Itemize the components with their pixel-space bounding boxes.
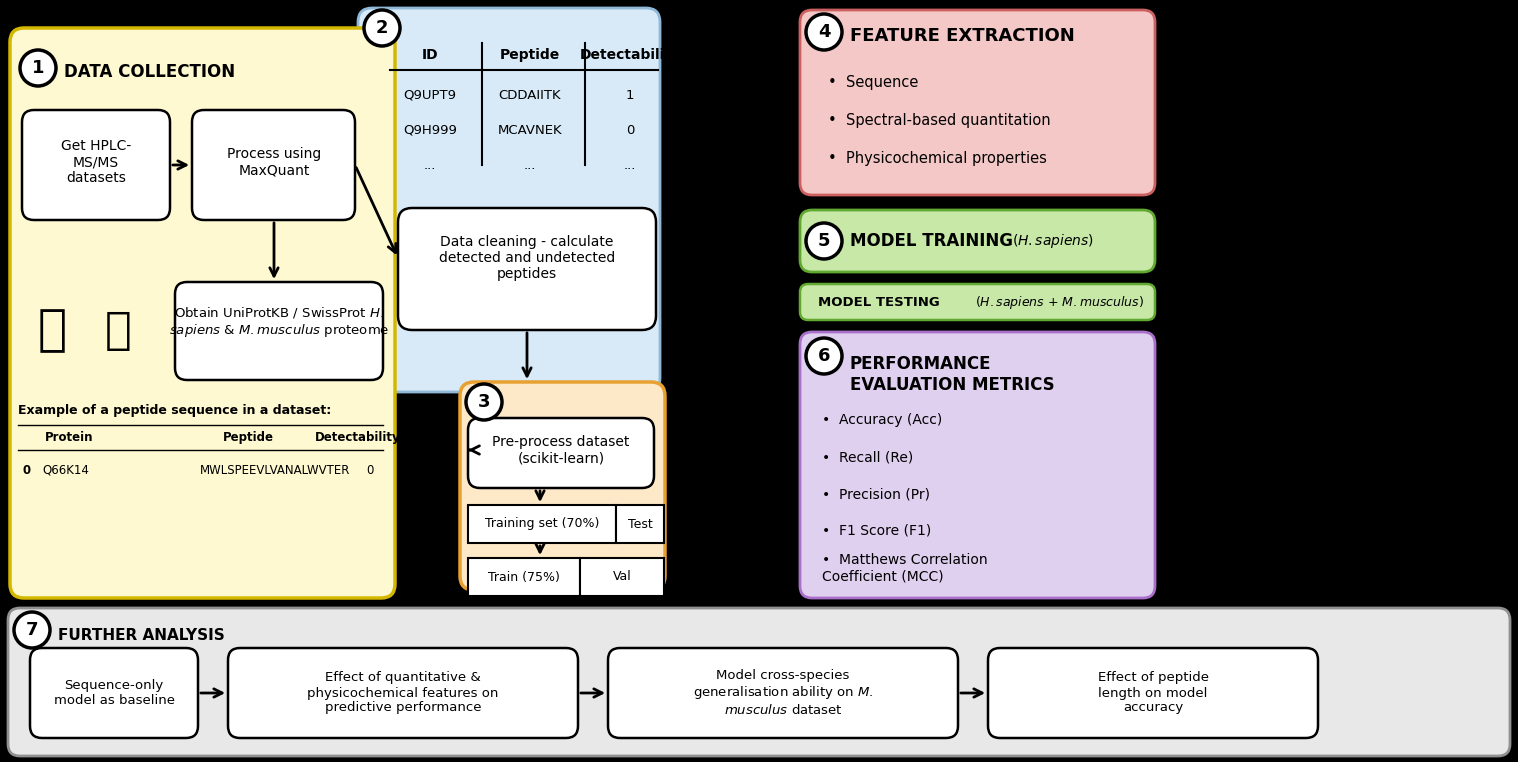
Text: Q9H999: Q9H999 [404, 123, 457, 136]
Text: 0: 0 [625, 123, 635, 136]
FancyBboxPatch shape [11, 28, 395, 598]
Text: Detectability: Detectability [580, 48, 680, 62]
FancyBboxPatch shape [800, 332, 1155, 598]
Text: Process using
MaxQuant: Process using MaxQuant [226, 147, 322, 177]
FancyBboxPatch shape [800, 210, 1155, 272]
Text: 6: 6 [818, 347, 830, 365]
Text: Effect of peptide
length on model
accuracy: Effect of peptide length on model accura… [1098, 671, 1208, 715]
Text: Detectability: Detectability [316, 431, 401, 443]
Text: •  Precision (Pr): • Precision (Pr) [823, 487, 931, 501]
Text: Q9UPT9: Q9UPT9 [404, 88, 457, 101]
Text: MODEL TRAINING: MODEL TRAINING [850, 232, 1013, 250]
Bar [468, 505, 616, 543]
FancyBboxPatch shape [191, 110, 355, 220]
Circle shape [466, 384, 502, 420]
Text: FEATURE EXTRACTION: FEATURE EXTRACTION [850, 27, 1075, 45]
Text: 1: 1 [625, 88, 635, 101]
Text: ID: ID [422, 48, 439, 62]
Text: Example of a peptide sequence in a dataset:: Example of a peptide sequence in a datas… [18, 404, 331, 417]
Text: Test: Test [627, 517, 653, 530]
Text: 5: 5 [818, 232, 830, 250]
Text: 0: 0 [366, 463, 373, 476]
Circle shape [364, 10, 401, 46]
FancyBboxPatch shape [398, 208, 656, 330]
Text: ...: ... [424, 158, 436, 171]
Text: Val: Val [613, 571, 631, 584]
FancyBboxPatch shape [609, 648, 958, 738]
Text: FURTHER ANALYSIS: FURTHER ANALYSIS [58, 627, 225, 642]
Text: •  Physicochemical properties: • Physicochemical properties [827, 151, 1047, 165]
Text: 7: 7 [26, 621, 38, 639]
FancyBboxPatch shape [468, 418, 654, 488]
Text: Model cross-species
generalisation ability on $\it{M.}$
$\it{musculus}$ dataset: Model cross-species generalisation abili… [692, 669, 873, 717]
Text: MCAVNEK: MCAVNEK [498, 123, 562, 136]
Circle shape [806, 338, 842, 374]
Bar [616, 505, 663, 543]
FancyBboxPatch shape [30, 648, 197, 738]
Text: Q66K14: Q66K14 [43, 463, 90, 476]
Bar [468, 558, 580, 596]
Text: Peptide: Peptide [223, 431, 273, 443]
Text: Train (75%): Train (75%) [489, 571, 560, 584]
Text: ($\it{H. sapiens}$): ($\it{H. sapiens}$) [1013, 232, 1094, 250]
Circle shape [806, 14, 842, 50]
Text: DATA COLLECTION: DATA COLLECTION [64, 63, 235, 81]
Text: ...: ... [524, 158, 536, 171]
Text: 0: 0 [21, 463, 30, 476]
Text: •  Sequence: • Sequence [827, 75, 918, 89]
Text: MODEL TESTING: MODEL TESTING [818, 296, 940, 309]
Text: 👤: 👤 [38, 306, 67, 354]
Circle shape [20, 50, 56, 86]
Circle shape [806, 223, 842, 259]
FancyBboxPatch shape [800, 10, 1155, 195]
Text: ...: ... [624, 158, 636, 171]
FancyBboxPatch shape [988, 648, 1318, 738]
FancyBboxPatch shape [8, 608, 1510, 756]
Text: PERFORMANCE
EVALUATION METRICS: PERFORMANCE EVALUATION METRICS [850, 355, 1055, 394]
Circle shape [14, 612, 50, 648]
Text: Obtain UniProtKB / SwissProt $\it{H.}$
$\it{sapiens}$ & $\it{M. musculus}$ prote: Obtain UniProtKB / SwissProt $\it{H.}$ $… [168, 305, 389, 339]
Text: Pre-process dataset
(scikit-learn): Pre-process dataset (scikit-learn) [492, 435, 630, 465]
Text: Effect of quantitative &
physicochemical features on
predictive performance: Effect of quantitative & physicochemical… [307, 671, 499, 715]
Text: Get HPLC-
MS/MS
datasets: Get HPLC- MS/MS datasets [61, 139, 131, 185]
Text: Protein: Protein [46, 431, 94, 443]
Text: •  Accuracy (Acc): • Accuracy (Acc) [823, 413, 943, 427]
Text: Training set (70%): Training set (70%) [484, 517, 600, 530]
FancyBboxPatch shape [175, 282, 383, 380]
Text: •  F1 Score (F1): • F1 Score (F1) [823, 524, 931, 538]
Text: Data cleaning - calculate
detected and undetected
peptides: Data cleaning - calculate detected and u… [439, 235, 615, 281]
Text: 🐀: 🐀 [105, 309, 132, 351]
Text: 1: 1 [32, 59, 44, 77]
FancyBboxPatch shape [460, 382, 665, 590]
FancyBboxPatch shape [21, 110, 170, 220]
FancyBboxPatch shape [228, 648, 578, 738]
Text: •  Matthews Correlation
Coefficient (MCC): • Matthews Correlation Coefficient (MCC) [823, 553, 988, 583]
FancyBboxPatch shape [358, 8, 660, 392]
FancyBboxPatch shape [800, 284, 1155, 320]
Text: 3: 3 [478, 393, 490, 411]
Text: 2: 2 [376, 19, 389, 37]
Text: MWLSPEEVLVANALWVTER: MWLSPEEVLVANALWVTER [200, 463, 351, 476]
Text: •  Recall (Re): • Recall (Re) [823, 450, 914, 464]
Bar [580, 558, 663, 596]
Text: 4: 4 [818, 23, 830, 41]
Text: CDDAIITK: CDDAIITK [499, 88, 562, 101]
Text: •  Spectral-based quantitation: • Spectral-based quantitation [827, 113, 1050, 127]
Text: Sequence-only
model as baseline: Sequence-only model as baseline [53, 679, 175, 707]
Text: Peptide: Peptide [499, 48, 560, 62]
Text: ($\it{H. sapiens}$ + $\it{M. musculus}$): ($\it{H. sapiens}$ + $\it{M. musculus}$) [975, 293, 1145, 310]
